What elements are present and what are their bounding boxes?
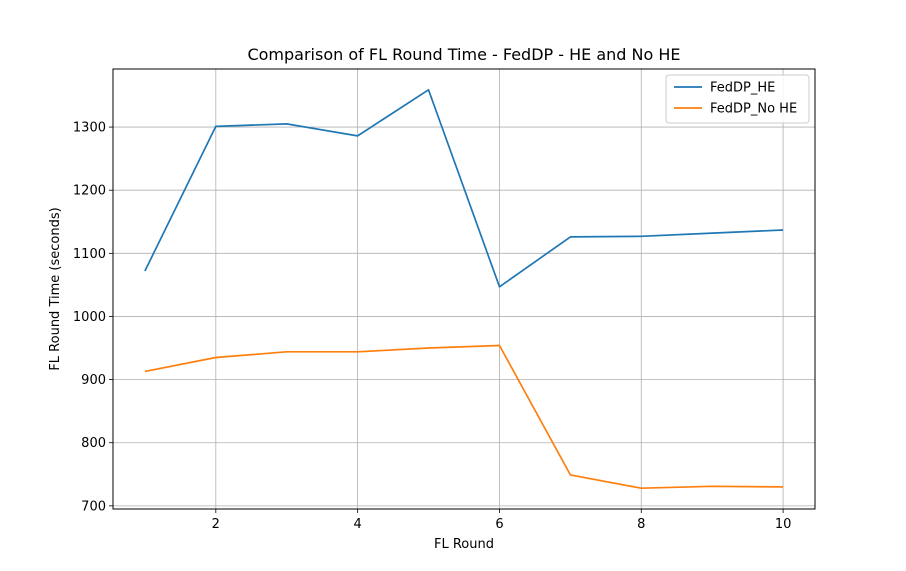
y-axis-label: FL Round Time (seconds) [48, 207, 63, 370]
legend-label: FedDP_HE [710, 81, 775, 96]
y-tick-label: 1000 [73, 310, 106, 325]
y-tick-label: 1200 [73, 184, 106, 199]
x-tick-label: 8 [637, 517, 645, 532]
series-line-feddp-he [144, 88, 784, 288]
y-tick-label: 1100 [73, 247, 106, 262]
plot-frame [112, 68, 816, 510]
x-axis-label: FL Round [434, 537, 494, 552]
x-tick-label: 2 [212, 517, 220, 532]
y-tick-label: 800 [81, 436, 106, 451]
legend: FedDP_HE FedDP_No HE [665, 74, 810, 124]
y-tick-label: 1300 [73, 121, 106, 136]
y-axis-ticks: 700 800 900 1000 1100 1200 1300 [73, 121, 113, 514]
x-tick-label: 4 [353, 517, 361, 532]
x-axis-ticks: 2 4 6 8 10 [212, 509, 792, 532]
x-tick-label: 10 [775, 517, 792, 532]
y-tick-label: 900 [81, 373, 106, 388]
x-tick-label: 6 [495, 517, 503, 532]
chart-title: Comparison of FL Round Time - FedDP - HE… [247, 45, 680, 64]
legend-label: FedDP_No HE [710, 102, 797, 117]
series-line-feddp-no-he [144, 344, 784, 490]
series-lines [144, 88, 784, 490]
y-tick-label: 700 [81, 499, 106, 514]
